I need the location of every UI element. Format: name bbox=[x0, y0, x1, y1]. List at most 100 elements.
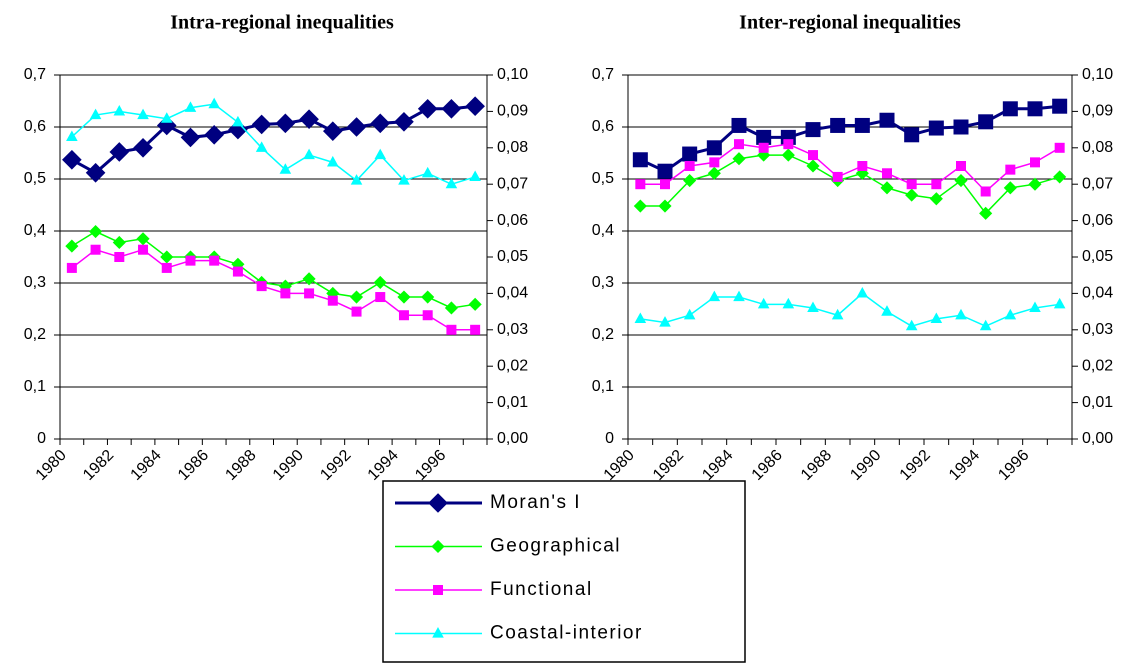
marker bbox=[62, 149, 82, 170]
y2-tick-label: 0,09 bbox=[1082, 103, 1113, 120]
marker bbox=[137, 108, 149, 120]
marker bbox=[351, 306, 362, 317]
marker bbox=[421, 290, 435, 304]
marker bbox=[731, 117, 747, 133]
x-tick-label: 1982 bbox=[80, 447, 117, 484]
marker bbox=[136, 232, 150, 246]
marker bbox=[327, 295, 338, 306]
x-tick-label: 1980 bbox=[33, 447, 70, 484]
x-tick-label: 1980 bbox=[601, 447, 638, 484]
marker bbox=[782, 297, 795, 309]
y-tick-label: 0,7 bbox=[592, 66, 614, 83]
y-tick-label: 0,1 bbox=[24, 378, 46, 395]
x-tick-label: 1986 bbox=[749, 447, 786, 484]
marker bbox=[953, 119, 969, 135]
y-tick-label: 0,2 bbox=[592, 326, 614, 343]
marker bbox=[444, 301, 458, 315]
marker bbox=[955, 308, 967, 320]
marker bbox=[446, 324, 457, 335]
marker bbox=[256, 281, 267, 292]
marker bbox=[397, 290, 411, 304]
marker bbox=[929, 192, 943, 206]
marker bbox=[133, 137, 153, 158]
marker bbox=[734, 139, 744, 150]
marker bbox=[660, 179, 670, 190]
y-tick-label: 0 bbox=[605, 430, 614, 447]
x-tick-label: 1994 bbox=[365, 447, 402, 484]
marker bbox=[275, 113, 296, 134]
marker bbox=[683, 174, 697, 188]
marker bbox=[66, 262, 77, 273]
marker bbox=[905, 319, 918, 331]
y2-tick-label: 0,05 bbox=[1082, 248, 1113, 265]
marker bbox=[805, 122, 821, 138]
marker bbox=[349, 290, 364, 304]
marker bbox=[831, 308, 844, 320]
marker bbox=[279, 163, 292, 174]
marker bbox=[978, 114, 994, 130]
marker bbox=[304, 288, 315, 299]
marker bbox=[398, 174, 410, 185]
marker bbox=[232, 266, 243, 277]
marker bbox=[90, 244, 101, 255]
legend-box bbox=[382, 480, 746, 663]
marker bbox=[138, 244, 149, 255]
y2-tick-label: 0,02 bbox=[1082, 357, 1113, 374]
marker bbox=[375, 292, 386, 303]
marker bbox=[807, 301, 819, 313]
marker bbox=[470, 324, 481, 335]
y2-tick-label: 0,08 bbox=[497, 139, 528, 156]
chart-title: Inter-regional inequalities bbox=[739, 12, 961, 34]
marker bbox=[251, 114, 272, 135]
marker bbox=[758, 142, 769, 153]
marker bbox=[255, 141, 268, 152]
marker bbox=[832, 171, 843, 182]
marker bbox=[204, 124, 225, 145]
marker bbox=[659, 316, 671, 327]
marker bbox=[1004, 308, 1017, 320]
marker bbox=[956, 161, 966, 171]
marker bbox=[299, 109, 319, 130]
series-line bbox=[71, 230, 476, 309]
marker bbox=[1029, 301, 1041, 313]
marker bbox=[1030, 157, 1040, 168]
series-line bbox=[640, 292, 1060, 327]
y-tick-label: 0,5 bbox=[24, 170, 46, 187]
marker bbox=[707, 166, 721, 180]
marker bbox=[880, 181, 894, 195]
x-tick-label: 1990 bbox=[847, 447, 884, 484]
marker bbox=[658, 199, 672, 213]
x-tick-label: 1988 bbox=[798, 447, 835, 484]
y-tick-label: 0,4 bbox=[24, 222, 46, 239]
marker bbox=[160, 112, 173, 123]
marker bbox=[417, 98, 438, 119]
x-tick-label: 1996 bbox=[995, 447, 1032, 484]
y2-tick-label: 0,00 bbox=[497, 430, 528, 447]
marker bbox=[1002, 101, 1018, 117]
legend-marker bbox=[428, 493, 448, 513]
marker bbox=[879, 112, 895, 128]
marker bbox=[854, 117, 870, 133]
marker bbox=[709, 157, 720, 168]
marker bbox=[109, 142, 130, 162]
marker bbox=[394, 111, 414, 132]
y2-tick-label: 0,07 bbox=[497, 175, 528, 192]
marker bbox=[928, 120, 944, 136]
marker bbox=[85, 162, 106, 183]
legend-label: Geographical bbox=[490, 536, 621, 557]
legend-label: Functional bbox=[490, 579, 593, 600]
marker bbox=[327, 155, 339, 167]
marker bbox=[346, 117, 367, 137]
marker bbox=[441, 98, 462, 119]
marker bbox=[634, 312, 647, 323]
marker bbox=[208, 97, 220, 109]
marker bbox=[905, 188, 919, 202]
marker bbox=[89, 108, 102, 120]
marker bbox=[931, 179, 942, 190]
marker bbox=[733, 290, 745, 302]
marker bbox=[421, 166, 434, 178]
y-tick-label: 0,3 bbox=[24, 274, 46, 291]
y2-tick-label: 0,06 bbox=[497, 212, 528, 229]
marker bbox=[706, 140, 722, 156]
y-tick-label: 0,5 bbox=[592, 170, 614, 187]
